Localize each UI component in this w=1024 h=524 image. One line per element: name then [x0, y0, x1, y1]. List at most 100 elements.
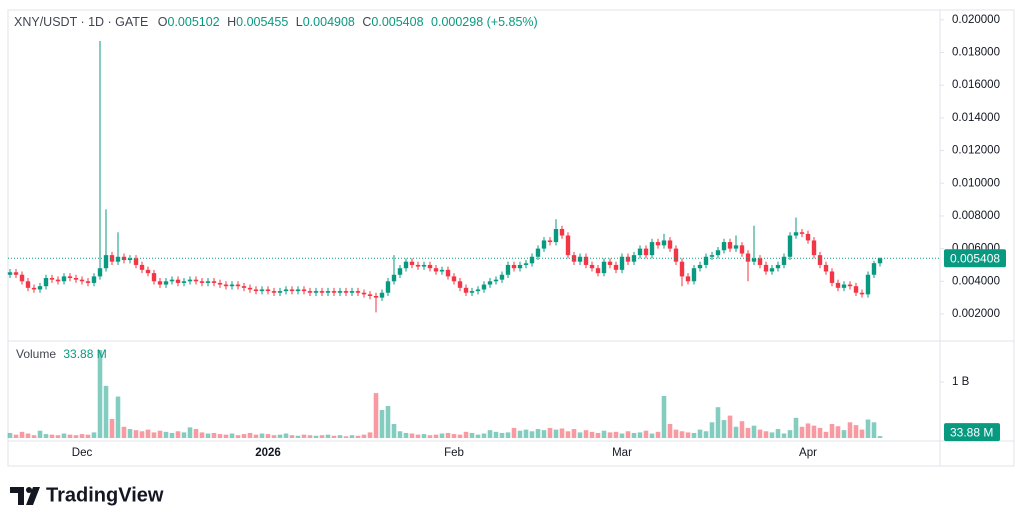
volume-label: Volume: [16, 347, 56, 361]
candle-body: [565, 235, 571, 256]
candle-body: [157, 281, 163, 285]
logo-dot: [26, 487, 32, 493]
high-label: H: [227, 15, 236, 29]
y-tick-label: 0.012000: [952, 145, 1000, 157]
candle-body: [835, 282, 841, 288]
candle-body: [529, 256, 535, 264]
candle-body: [505, 264, 511, 275]
candle-body: [241, 286, 247, 288]
candle-body: [415, 264, 421, 267]
y2-tick-label: 1 B: [952, 376, 970, 388]
candle-body: [427, 264, 433, 269]
candle-body: [85, 281, 91, 283]
candle-body: [547, 240, 553, 243]
candle-body: [175, 279, 181, 283]
candle-body: [277, 291, 283, 293]
candle-body: [301, 289, 307, 292]
candle-body: [751, 258, 757, 262]
candle-body: [607, 261, 613, 265]
candle-body: [223, 284, 229, 287]
candle-body: [625, 256, 631, 262]
candle-body: [181, 281, 187, 283]
candle-body: [247, 287, 253, 290]
candle-body: [637, 248, 643, 256]
candle-body: [589, 264, 595, 269]
candle-body: [385, 281, 391, 293]
volume-legend: Volume 33.88 M: [16, 347, 107, 361]
close-value: 0.005408: [371, 15, 423, 29]
candle-body: [79, 279, 85, 282]
candle-body: [331, 291, 337, 293]
y-tick-label: 0.014000: [952, 112, 1000, 124]
candle-body: [793, 232, 799, 236]
candles: [7, 41, 883, 438]
candle-body: [109, 255, 115, 262]
candle-body: [781, 256, 787, 265]
candle-body: [91, 276, 97, 283]
brand-name: TradingView: [46, 484, 164, 506]
candle-body: [877, 258, 883, 264]
candle-body: [661, 240, 667, 246]
candle-body: [475, 289, 481, 292]
candle-body: [19, 274, 25, 282]
candle-body: [25, 281, 31, 288]
candle-body: [715, 250, 721, 256]
candle-body: [49, 278, 55, 280]
candle-body: [799, 232, 805, 234]
candle-body: [787, 235, 793, 257]
change: 0.000298 (+5.85%): [431, 15, 538, 29]
y-tick-label: 0.020000: [952, 14, 1000, 26]
candle-body: [679, 261, 685, 277]
symbol: XNY/USDT · 1D · GATE: [14, 15, 148, 29]
candle-body: [61, 276, 67, 282]
y-tick-label: 0.008000: [952, 210, 1000, 222]
candle-body: [649, 242, 655, 256]
y-tick-label: 0.004000: [952, 275, 1000, 287]
candle-body: [397, 268, 403, 275]
candle-body: [517, 264, 523, 269]
candle-body: [13, 272, 19, 275]
candle-body: [667, 240, 673, 249]
candle-body: [211, 281, 217, 283]
candle-body: [559, 228, 565, 236]
price-tag: [944, 249, 1006, 268]
candle-body: [583, 256, 589, 265]
candle-body: [571, 255, 577, 262]
candle-body: [721, 242, 727, 251]
candle-body: [847, 284, 853, 287]
candle-body: [7, 272, 13, 275]
candle-body: [31, 287, 37, 290]
candle-body: [535, 248, 541, 257]
candle-body: [73, 278, 79, 280]
candle-body: [127, 258, 133, 261]
y-tick-label: 0.016000: [952, 79, 1000, 91]
candle-body: [43, 278, 49, 287]
candle-body: [313, 291, 319, 293]
candle-body: [499, 274, 505, 280]
candle-body: [463, 287, 469, 293]
chart-frame: [7, 9, 1015, 467]
candle-body: [763, 264, 769, 272]
logo: TradingView: [10, 484, 164, 506]
candle-body: [433, 268, 439, 272]
open-label: O: [158, 15, 168, 29]
candle-body: [163, 281, 169, 285]
candle-body: [541, 240, 547, 249]
candle-body: [613, 264, 619, 270]
candle-body: [823, 264, 829, 272]
candle-body: [859, 292, 865, 295]
candle-body: [769, 268, 775, 272]
candle-body: [871, 263, 877, 275]
open-value: 0.005102: [168, 15, 220, 29]
y-tick-label: 0.010000: [952, 177, 1000, 189]
candle-body: [355, 291, 361, 293]
candle-body: [169, 279, 175, 282]
candle-body: [193, 279, 199, 282]
candle-body: [805, 233, 811, 241]
candle-body: [253, 289, 259, 292]
candle-body: [439, 269, 445, 272]
candle-body: [325, 291, 331, 293]
candle-body: [775, 264, 781, 269]
candle-body: [523, 263, 529, 265]
candle-body: [67, 276, 73, 279]
